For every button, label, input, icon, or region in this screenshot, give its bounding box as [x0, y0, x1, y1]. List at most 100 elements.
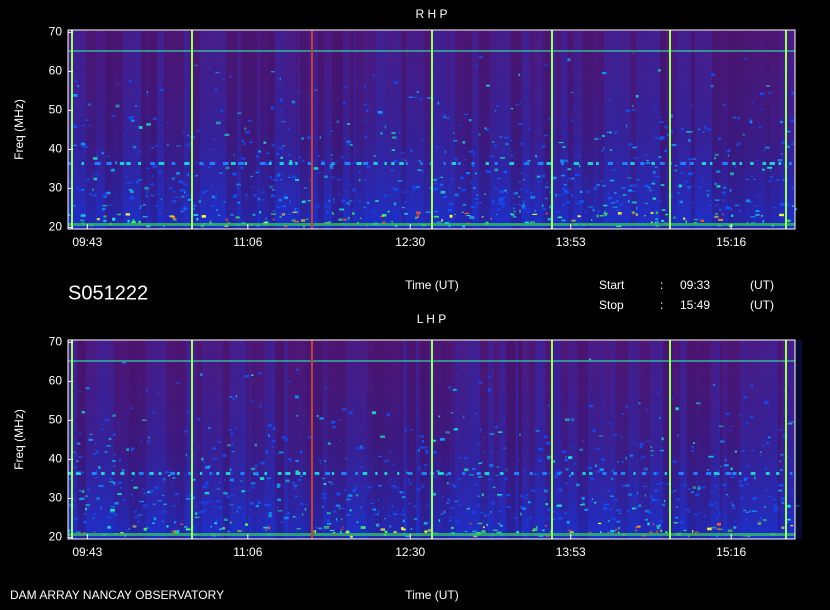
spectrogram-speck [231, 494, 234, 496]
spectrogram-speck [195, 162, 198, 164]
spectrogram-speck [551, 510, 556, 513]
spectrogram-speck [132, 220, 136, 223]
spectrogram-speck [425, 451, 429, 455]
spectrogram-column [698, 30, 706, 229]
spectrogram-speck [317, 459, 323, 462]
spectrogram-column [604, 30, 615, 229]
spectrogram-speck [690, 104, 693, 106]
spectrogram-speck [317, 155, 320, 158]
spectrogram-speck [291, 175, 297, 179]
spectrogram-speck [712, 197, 714, 199]
interference-speck [375, 472, 378, 475]
spectrogram-column [200, 30, 205, 229]
spectrogram-speck [76, 460, 79, 463]
spectrogram-column [285, 30, 296, 229]
spectrogram-speck [452, 389, 458, 391]
spectrogram-speck [345, 457, 347, 460]
spectrogram-column [125, 340, 129, 539]
spectrogram-column [631, 30, 636, 229]
spectrogram-speck [576, 202, 581, 205]
spectrogram-speck [212, 447, 216, 450]
spectrogram-speck [525, 497, 527, 499]
spectrogram-speck [716, 506, 719, 509]
spectrogram-speck [230, 432, 233, 435]
spectrogram-speck [497, 466, 499, 468]
spectrogram-speck [522, 206, 527, 210]
spectrogram-speck [521, 495, 525, 498]
spectrogram-speck [534, 209, 537, 212]
spectrogram-speck [150, 183, 155, 186]
spectrogram-speck [432, 439, 436, 442]
spectrogram-speck [789, 421, 795, 423]
spectrogram-speck [365, 119, 367, 122]
spectrogram-column [623, 340, 628, 539]
spectrogram-speck [779, 499, 784, 502]
spectrogram-speck [122, 361, 126, 364]
spectrogram-speck [277, 510, 283, 512]
spectrogram-speck [759, 517, 763, 519]
spectrogram-speck [556, 211, 561, 213]
spectrogram-speck [607, 531, 610, 534]
spectrogram-speck [614, 191, 617, 195]
spectrogram-speck [181, 207, 183, 210]
spectrogram-speck [281, 213, 286, 216]
interference-speck [68, 162, 74, 165]
spectrogram-speck [253, 194, 257, 197]
spectrogram-column [134, 30, 141, 229]
spectrogram-speck [352, 188, 356, 192]
spectrogram-speck [388, 479, 390, 482]
spectrogram-speck [769, 176, 774, 178]
interference-speck [363, 162, 369, 165]
interference-speck [613, 472, 618, 475]
spectrogram-speck [232, 172, 237, 176]
spectrogram-column [565, 30, 568, 229]
spectrogram-speck [721, 213, 724, 216]
spectrogram-speck [377, 498, 380, 501]
spectrogram-speck [400, 152, 405, 154]
spectrogram-speck [377, 455, 382, 458]
spectrogram-speck [321, 493, 326, 495]
spectrogram-speck [185, 528, 191, 531]
spectrogram-speck [267, 504, 272, 507]
spectrogram-speck [496, 213, 498, 215]
spectrogram-speck [69, 490, 71, 494]
spectrogram-speck [473, 152, 476, 155]
spectrogram-speck [294, 178, 300, 181]
spectrogram-speck [279, 110, 282, 113]
spectrogram-speck [691, 450, 695, 453]
spectrogram-column [700, 340, 709, 539]
interference-speck [362, 472, 368, 475]
spectrogram-speck [436, 470, 440, 472]
spectrogram-speck [792, 187, 795, 190]
y-tick-label: 70 [49, 335, 63, 349]
spectrogram-speck [281, 436, 286, 439]
spectrogram-speck [603, 146, 605, 150]
spectrogram-speck [292, 486, 297, 490]
spectrogram-speck [113, 513, 118, 516]
spectrogram-column [275, 340, 278, 539]
spectrogram-speck [297, 91, 300, 94]
spectrogram-speck [271, 143, 276, 147]
spectrogram-speck [613, 434, 617, 437]
spectrogram-speck [321, 497, 327, 500]
spectrogram-speck [116, 83, 119, 86]
spectrogram-speck [181, 195, 185, 198]
spectrogram-column [756, 340, 761, 539]
interference-speck [443, 162, 446, 165]
spectrogram-column [166, 340, 171, 539]
spectrogram-speck [224, 479, 227, 481]
spectrogram-speck [409, 428, 414, 431]
spectrogram-speck [199, 373, 203, 376]
spectrogram-column [639, 340, 644, 539]
spectrogram-speck [503, 196, 507, 199]
spectrogram-speck [547, 457, 550, 460]
spectrogram-column [155, 340, 166, 539]
spectrogram-speck [755, 210, 760, 213]
spectrogram-speck [115, 161, 118, 165]
spectrogram-speck [791, 143, 795, 145]
x-tick-label: 11:06 [233, 545, 262, 559]
spectrogram-speck [661, 437, 664, 441]
spectrogram-speck [195, 505, 199, 508]
interference-speck [384, 472, 388, 475]
spectrogram-speck [561, 219, 566, 222]
